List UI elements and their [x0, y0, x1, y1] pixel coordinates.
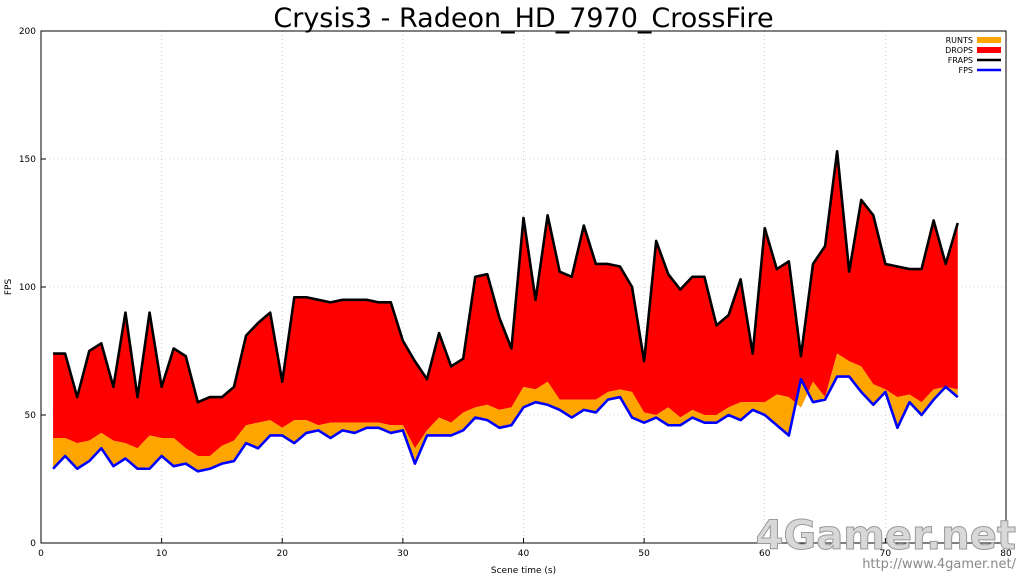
legend-swatch	[977, 47, 1001, 53]
chart-title: Crysis3 - Radeon_HD_7970_CrossFire	[273, 3, 773, 34]
x-tick-label: 40	[518, 549, 530, 559]
y-tick-label: 200	[19, 27, 36, 37]
legend-label: DROPS	[945, 46, 973, 55]
x-tick-label: 10	[156, 549, 168, 559]
drops-area	[53, 151, 958, 456]
y-tick-label: 100	[19, 283, 36, 293]
x-axis-label: Scene time (s)	[491, 566, 556, 576]
x-tick-label: 20	[277, 549, 289, 559]
legend-label: RUNTS	[946, 36, 973, 45]
runts-area	[53, 353, 958, 472]
x-tick-label: 80	[1000, 549, 1012, 559]
y-tick-label: 150	[19, 155, 36, 165]
x-tick-label: 50	[638, 549, 650, 559]
y-axis-label: FPS	[4, 279, 14, 296]
legend-swatch	[977, 37, 1001, 43]
x-tick-label: 30	[397, 549, 409, 559]
chart-lines	[52, 150, 959, 473]
y-tick-label: 0	[30, 539, 36, 549]
chart-areas	[53, 151, 958, 472]
x-tick-label: 70	[880, 549, 892, 559]
x-tick-label: 0	[38, 549, 44, 559]
fraps-line	[53, 150, 959, 404]
axis-ticks: 0 10 20 30 40 50 60 70 80 0 50 100 150 200	[19, 27, 1012, 559]
legend-label: FRAPS	[948, 56, 973, 65]
fps-line	[52, 375, 959, 473]
watermark-logo: 4Gamer.net	[756, 513, 1016, 559]
x-tick-label: 60	[759, 549, 771, 559]
legend-label: FPS	[958, 66, 973, 75]
y-tick-label: 50	[25, 411, 37, 421]
watermark-url: http://www.4gamer.net/	[862, 557, 1016, 572]
